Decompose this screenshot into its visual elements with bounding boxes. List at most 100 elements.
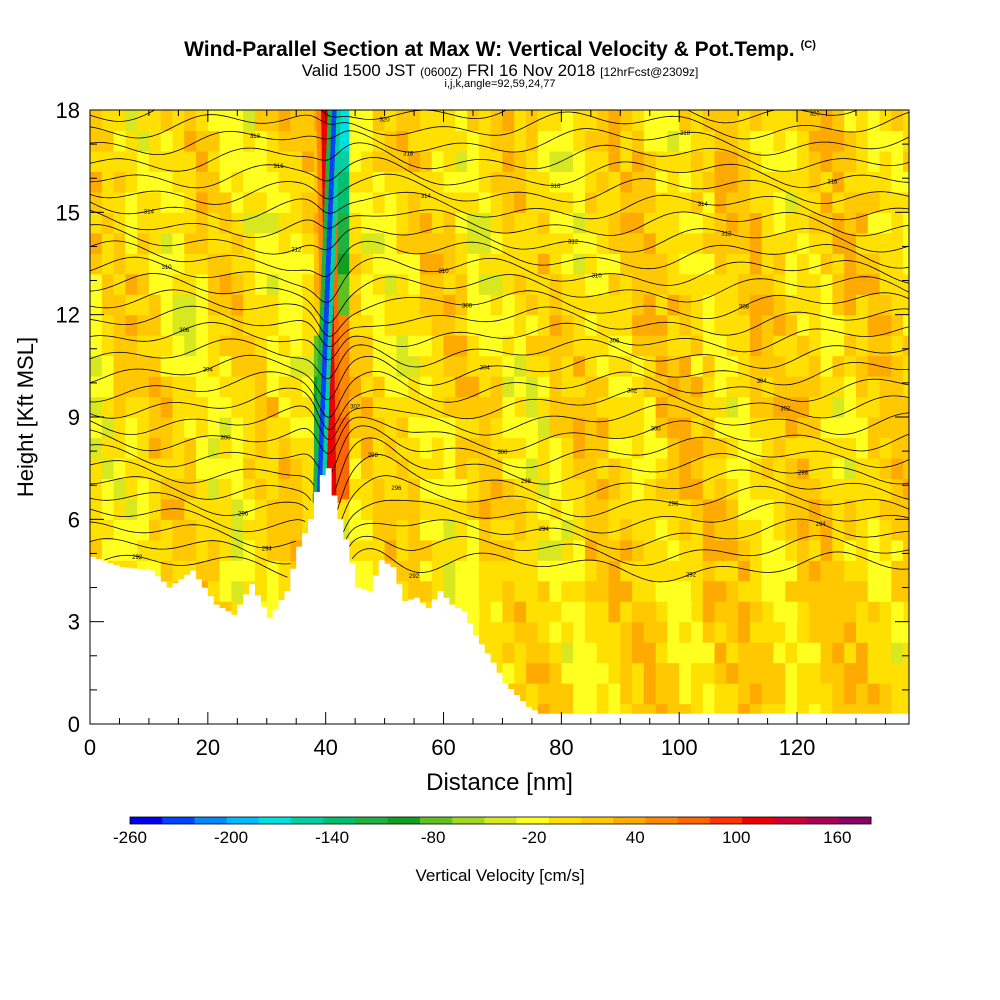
velocity-cell [867,253,881,275]
velocity-cell [620,457,633,479]
velocity-cell [702,294,716,316]
velocity-cell [219,130,233,152]
velocity-cell [290,417,303,439]
velocity-cell [879,253,892,275]
velocity-cell [561,130,574,152]
velocity-cell [596,662,610,684]
velocity-core-cell [333,195,338,205]
velocity-cell [455,580,468,602]
velocity-cell [667,171,680,193]
velocity-cell [148,253,162,275]
velocity-cell [749,314,763,336]
velocity-cell [396,396,409,418]
velocity-cell [655,273,669,295]
velocity-cell [125,498,138,520]
velocity-cell [690,335,704,357]
velocity-cell [254,498,268,520]
velocity-cell [526,273,539,295]
velocity-cell [490,130,504,152]
velocity-cell [549,417,562,439]
velocity-core-cell [323,323,329,333]
velocity-cell [867,560,881,582]
velocity-cell [549,437,562,459]
velocity-cell [844,662,857,684]
velocity-cell [643,314,657,336]
velocity-cell [891,662,904,684]
velocity-core-cell [320,399,326,409]
velocity-core-cell [322,348,328,358]
velocity-cell [349,396,362,418]
velocity-cell [761,232,775,254]
velocity-cell [891,601,904,623]
velocity-cell [396,232,409,254]
velocity-cell [101,294,115,316]
velocity-core-cell [318,340,323,350]
velocity-core-cell [325,382,335,392]
velocity-cell [702,662,716,684]
velocity-cell [620,437,633,459]
velocity-cell [773,437,786,459]
velocity-cell [125,294,138,316]
velocity-cell [231,171,244,193]
velocity-cell [231,335,244,357]
velocity-cell [101,335,115,357]
velocity-cell [702,642,716,664]
velocity-cell [820,273,834,295]
velocity-cell [702,683,716,705]
velocity-cell [867,150,881,172]
velocity-cell [396,294,409,316]
velocity-cell [243,396,256,418]
velocity-cell [608,601,621,623]
velocity-cell [125,273,138,295]
velocity-cell [561,335,574,357]
velocity-cell [773,478,786,500]
velocity-core-cell [326,442,336,452]
velocity-cell [561,457,574,479]
velocity-cell [679,642,692,664]
velocity-core-cell [327,212,333,222]
colorbar-segment [484,817,518,824]
velocity-cell [761,335,775,357]
velocity-cell [408,417,421,439]
velocity-core-cell [320,391,326,401]
velocity-core-cell [318,246,324,256]
velocity-cell [278,355,291,377]
velocity-cell [714,212,727,234]
velocity-cell [785,437,798,459]
velocity-cell [679,130,692,152]
velocity-core-cell [325,408,336,418]
velocity-cell [290,273,303,295]
velocity-cell [231,212,244,234]
velocity-cell [867,519,881,541]
isentrope-line [90,191,909,222]
isentrope-label: 298 [368,453,379,459]
velocity-cell [761,662,775,684]
velocity-cell [620,580,633,602]
velocity-core-cell [320,408,325,418]
velocity-cell [655,457,669,479]
velocity-cell [254,273,268,295]
velocity-cell [867,683,881,705]
velocity-cell [690,519,704,541]
velocity-cell [361,457,374,479]
velocity-cell [537,232,551,254]
velocity-cell [903,232,909,254]
velocity-cell [408,457,421,479]
velocity-cell [773,273,786,295]
velocity-cell [738,253,751,275]
velocity-cell [679,417,692,439]
velocity-cell [101,498,115,520]
velocity-core-cell [332,220,337,230]
velocity-cell [855,130,869,152]
isentrope-label: 294 [816,522,827,528]
velocity-cell [196,171,209,193]
velocity-cell [219,355,233,377]
colorbar-segment [323,817,357,824]
velocity-cell [891,580,904,602]
velocity-cell [561,437,574,459]
velocity-cell [714,457,727,479]
velocity-cell [137,212,150,234]
velocity-cell [302,232,315,254]
velocity-cell [419,191,433,213]
velocity-core-cell [325,391,335,401]
